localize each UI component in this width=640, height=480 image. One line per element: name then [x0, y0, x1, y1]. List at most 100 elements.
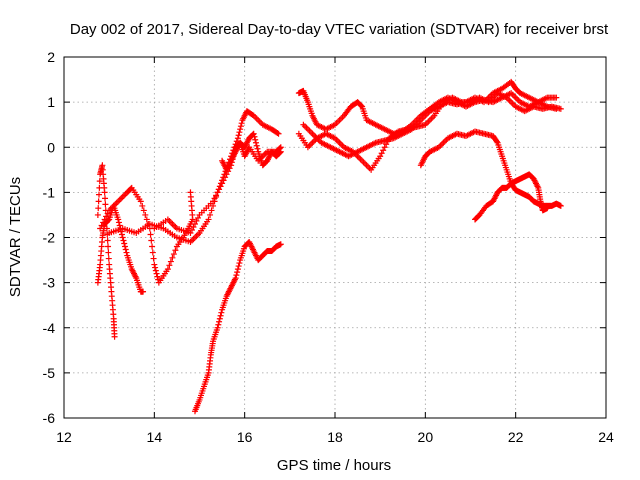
data-point — [219, 180, 226, 187]
data-point — [96, 178, 103, 185]
data-point — [275, 130, 282, 137]
data-point — [137, 198, 144, 205]
data-point — [105, 255, 112, 262]
data-series — [94, 78, 564, 415]
data-point — [232, 275, 239, 282]
data-point — [94, 211, 101, 218]
data-point — [170, 251, 177, 258]
data-point — [152, 264, 159, 271]
data-point — [187, 189, 194, 196]
data-point — [147, 231, 154, 238]
data-point — [205, 216, 212, 223]
x-tick-label: 14 — [147, 429, 163, 445]
data-point — [254, 145, 261, 152]
x-tick-label: 24 — [598, 429, 614, 445]
series-arc-e — [151, 139, 284, 236]
y-tick-label: -4 — [43, 320, 56, 336]
axis-ticks — [63, 56, 607, 419]
data-point — [251, 133, 258, 140]
data-point — [216, 315, 223, 322]
data-point — [95, 205, 102, 212]
data-point — [101, 189, 108, 196]
data-point — [544, 205, 551, 212]
data-point — [277, 148, 284, 155]
series-arc-k — [417, 128, 564, 209]
data-point — [118, 231, 125, 238]
data-point — [252, 136, 259, 143]
data-point — [210, 198, 217, 205]
x-tick-label: 18 — [327, 429, 343, 445]
data-point — [116, 222, 123, 229]
data-point — [102, 201, 109, 208]
data-point — [235, 132, 242, 139]
series-arc-f — [219, 130, 284, 173]
data-point — [207, 211, 214, 218]
x-tick-label: 22 — [508, 429, 524, 445]
data-point — [154, 273, 161, 280]
data-point — [234, 269, 241, 276]
data-point — [101, 216, 108, 223]
y-tick-label: -2 — [43, 230, 56, 246]
data-point — [95, 198, 102, 205]
data-point — [104, 237, 111, 244]
data-point — [102, 195, 109, 202]
data-point — [220, 177, 227, 184]
data-point — [274, 129, 281, 136]
data-point — [164, 266, 171, 273]
y-axis-label: SDTVAR / TECUs — [7, 177, 24, 297]
data-point — [222, 174, 229, 181]
data-point — [214, 324, 221, 331]
x-tick-labels: 12 14 16 18 20 22 24 — [56, 429, 614, 445]
x-tick-label: 16 — [237, 429, 253, 445]
data-point — [121, 240, 128, 247]
data-point — [167, 258, 174, 265]
data-point — [208, 207, 215, 214]
y-tick-label: 2 — [47, 49, 55, 65]
data-point — [100, 219, 107, 226]
data-point — [250, 130, 257, 137]
data-point — [188, 226, 195, 233]
data-point — [193, 217, 200, 224]
data-point — [237, 126, 244, 133]
data-point — [152, 267, 159, 274]
x-tick-label: 12 — [56, 429, 72, 445]
data-point — [151, 261, 158, 268]
chart-title: Day 002 of 2017, Sidereal Day-to-day VTE… — [70, 21, 609, 38]
data-point — [172, 247, 179, 254]
data-point — [150, 255, 157, 262]
data-point — [213, 192, 220, 199]
data-point — [216, 318, 223, 325]
y-tick-label: -6 — [43, 410, 56, 426]
data-point — [121, 243, 128, 250]
data-point — [105, 217, 112, 224]
data-point — [253, 142, 260, 149]
y-tick-label: 0 — [47, 139, 55, 155]
data-point — [187, 229, 194, 236]
data-point — [115, 216, 122, 223]
data-point — [105, 243, 112, 250]
y-tick-labels: -6 -5 -4 -3 -2 -1 0 1 2 — [43, 49, 56, 426]
data-point — [553, 94, 560, 101]
data-point — [149, 243, 156, 250]
y-tick-label: -3 — [43, 275, 56, 291]
y-tick-label: 1 — [47, 94, 55, 110]
data-point — [378, 150, 385, 157]
data-point — [557, 202, 564, 209]
data-point — [140, 288, 147, 295]
data-point — [377, 153, 384, 160]
series-arc-j — [300, 78, 560, 160]
data-point — [233, 272, 240, 279]
data-point — [104, 210, 111, 217]
data-point — [96, 191, 103, 198]
series-arc-l — [472, 171, 551, 223]
data-point — [215, 321, 222, 328]
data-point — [236, 260, 243, 267]
data-point — [153, 270, 160, 277]
data-point — [493, 138, 500, 145]
data-point — [111, 333, 118, 340]
data-point — [277, 149, 284, 156]
data-point — [217, 312, 224, 319]
data-point — [120, 237, 127, 244]
data-point — [169, 254, 176, 261]
